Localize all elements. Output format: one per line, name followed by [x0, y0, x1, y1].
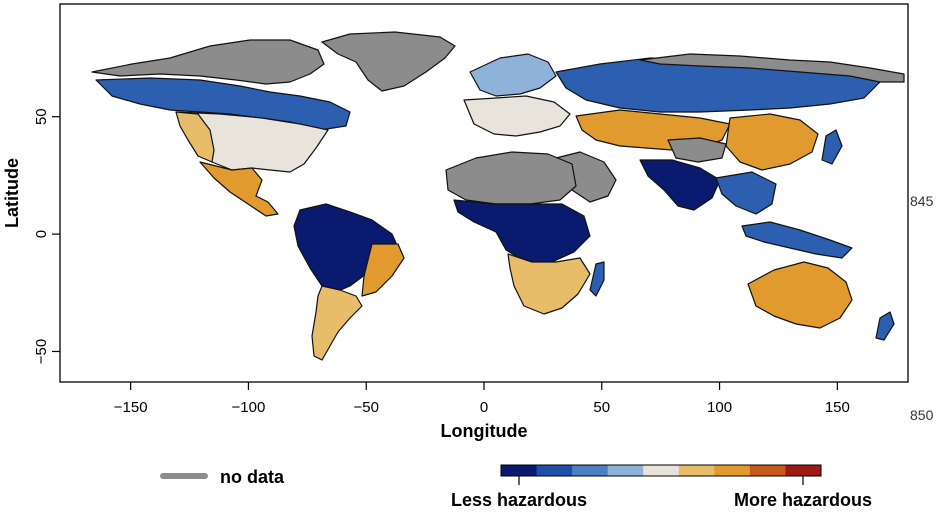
region-central-africa	[453, 199, 591, 263]
region-greenland	[321, 31, 456, 92]
region-south-america-south	[311, 285, 363, 361]
region-europe-south	[463, 95, 571, 137]
scale-swatch	[749, 465, 786, 476]
legend: no data Less hazardous More hazardous	[160, 464, 872, 510]
x-tick-label: −100	[232, 399, 266, 416]
region-indonesia	[741, 221, 853, 259]
scale-swatch	[785, 465, 822, 476]
x-tick-label: 150	[825, 399, 850, 416]
region-southeast-asia	[715, 171, 777, 215]
region-australia	[747, 261, 853, 329]
scale-swatch	[714, 465, 751, 476]
scale-swatch	[536, 465, 573, 476]
scale-swatch	[572, 465, 609, 476]
map-plot-area: −150 −100 −50 0 50 100 150 50 0 −50 Longitude La…	[2, 3, 934, 441]
region-south-asia	[639, 159, 721, 211]
scale-swatch	[607, 465, 644, 476]
scale-swatch	[643, 465, 680, 476]
region-usa-west	[175, 111, 215, 163]
x-tick-label: 100	[707, 399, 732, 416]
region-europe-north	[469, 53, 557, 97]
no-data-legend-label: no data	[220, 467, 285, 487]
x-axis-title: Longitude	[441, 421, 528, 441]
y-axis-ticks: 50 0 −50	[33, 108, 60, 364]
side-line-number-2: 850	[910, 407, 934, 423]
y-axis-title: Latitude	[2, 158, 22, 228]
region-south-america-east	[361, 243, 405, 297]
y-tick-label: 50	[33, 108, 50, 125]
side-line-number-1: 845	[910, 193, 934, 209]
scale-high-label: More hazardous	[734, 490, 872, 510]
region-siberia-north	[639, 53, 905, 83]
region-madagascar	[589, 261, 605, 297]
scale-swatch	[678, 465, 715, 476]
land-regions	[91, 31, 905, 361]
scale-swatch	[501, 465, 538, 476]
region-mexico	[199, 161, 279, 217]
x-tick-label: −150	[114, 399, 148, 416]
scale-border	[500, 464, 822, 477]
region-new-zealand	[875, 311, 895, 341]
x-tick-label: −50	[353, 399, 378, 416]
region-canada-south	[95, 77, 351, 131]
hazard-color-scale	[500, 464, 822, 477]
region-japan	[821, 129, 843, 165]
region-sahara	[445, 151, 577, 205]
y-tick-label: 0	[33, 230, 50, 238]
region-southern-africa	[507, 253, 591, 315]
y-tick-label: −50	[33, 339, 50, 364]
x-tick-label: 50	[593, 399, 610, 416]
x-tick-label: 0	[480, 399, 488, 416]
scale-low-label: Less hazardous	[451, 490, 587, 510]
region-east-asia	[725, 113, 819, 171]
x-axis-ticks: −150 −100 −50 0 50 100 150	[114, 382, 850, 416]
region-canada-north	[91, 39, 325, 85]
region-tibet	[667, 137, 727, 163]
